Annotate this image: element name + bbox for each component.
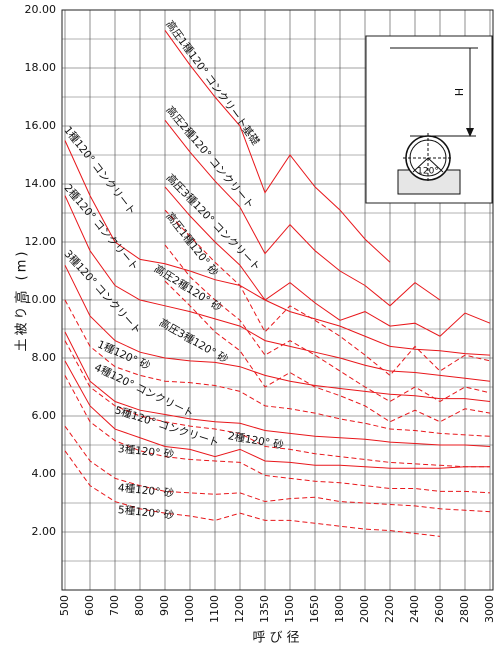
series-line <box>64 140 491 356</box>
x-tick-label: 500 <box>58 595 71 616</box>
x-tick-label: 2600 <box>433 595 446 623</box>
arrow <box>466 128 474 137</box>
x-tick-label: 1100 <box>208 595 221 623</box>
x-tick-label: 2000 <box>358 595 371 623</box>
y-tick-label: 16.00 <box>25 119 57 132</box>
x-tick-label: 1350 <box>258 595 271 623</box>
x-tick-label: 2800 <box>458 595 471 623</box>
series-line <box>164 186 491 337</box>
x-tick-label: 2200 <box>383 595 396 623</box>
series-line <box>64 450 441 537</box>
x-tick-label: 1650 <box>308 595 321 623</box>
x-tick-label: 900 <box>158 595 171 616</box>
series-line <box>164 30 391 263</box>
series-line <box>64 195 491 382</box>
inset-angle-label: 120° <box>417 167 439 177</box>
series-label: 4種120° 砂 <box>117 481 175 500</box>
angle-ray <box>412 157 429 173</box>
series-line <box>64 340 490 468</box>
series-line <box>64 375 491 494</box>
y-tick-label: 14.00 <box>25 177 57 190</box>
x-tick-label: 1000 <box>183 595 196 623</box>
series-line <box>64 331 491 447</box>
series-line <box>164 280 491 423</box>
x-tick-label: 2400 <box>408 595 421 623</box>
x-tick-label: 1200 <box>233 595 246 623</box>
lines <box>64 30 491 537</box>
angle-ray <box>427 157 444 173</box>
x-tick-label: 600 <box>83 595 96 616</box>
series-line <box>164 119 441 307</box>
series-line <box>64 299 491 437</box>
y-tick-label: 12.00 <box>25 235 57 248</box>
y-axis-label: 土被り高 (m) <box>14 249 30 352</box>
y-tick-label: 4.00 <box>32 467 57 480</box>
x-tick-label: 1500 <box>283 595 296 623</box>
y-tick-label: 6.00 <box>32 409 57 422</box>
x-axis-label: 呼び径 <box>252 631 303 646</box>
series-line <box>164 244 491 403</box>
y-tick-label: 8.00 <box>32 351 57 364</box>
x-tick-label: 800 <box>133 595 146 616</box>
y-tick-label: 10.00 <box>25 293 57 306</box>
y-tick-label: 2.00 <box>32 525 57 538</box>
x-tick-label: 700 <box>108 595 121 616</box>
plot-frame <box>61 9 494 591</box>
series-label: 5種120° 砂 <box>117 503 175 522</box>
y-tick-label: 20.00 <box>25 3 57 16</box>
inset-h-label: H <box>452 88 465 96</box>
series-line <box>64 264 491 402</box>
y-tick-label: 18.00 <box>25 61 57 74</box>
inset: H 120° <box>365 35 493 204</box>
series-line <box>164 209 491 377</box>
x-tick-label: 1800 <box>333 595 346 623</box>
series-label: 3種120° 砂 <box>117 442 175 461</box>
series-line <box>64 360 490 469</box>
x-tick-label: 3000 <box>483 595 496 623</box>
